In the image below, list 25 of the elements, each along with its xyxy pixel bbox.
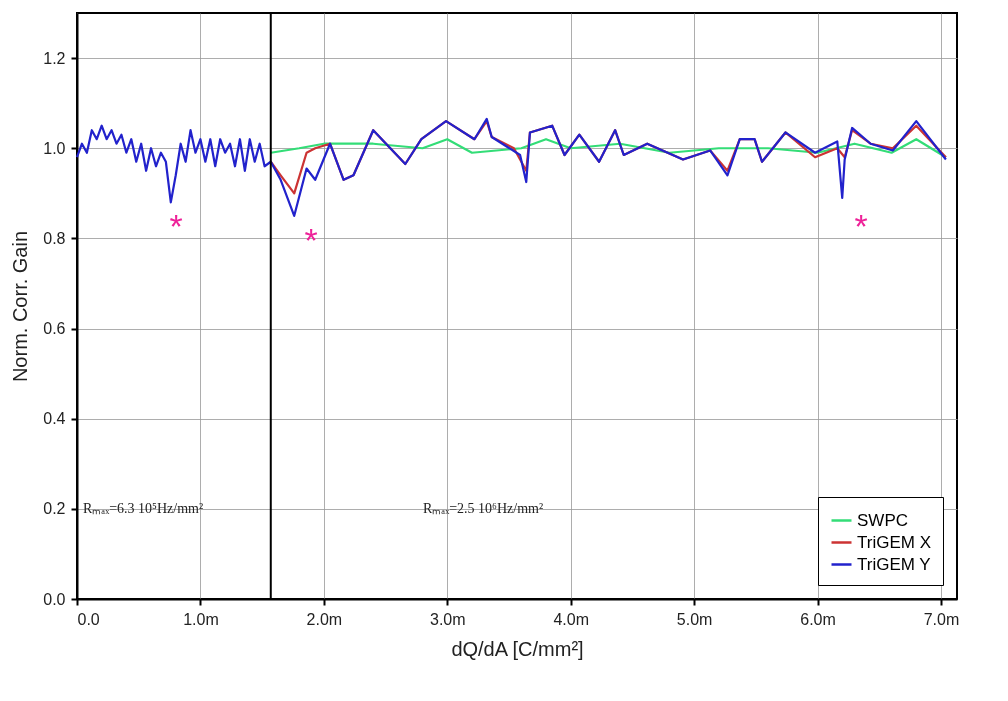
y-tick-label: 1.0 (43, 139, 66, 157)
annotation: * (854, 207, 868, 245)
annotation: Rₘₐₓ=2.5 10⁶Hz/mm² (423, 501, 544, 516)
x-axis-title: dQ/dA [C/mm²] (451, 637, 584, 660)
legend-label: TriGEM Y (857, 554, 931, 574)
x-tick-label: 6.0m (800, 610, 836, 628)
x-tick-label: 5.0m (676, 610, 713, 628)
x-tick-label: 4.0m (553, 610, 589, 628)
legend-label: TriGEM X (857, 532, 931, 552)
x-tick-label: 7.0m (923, 610, 960, 628)
x-tick-label: 1.0m (183, 610, 219, 628)
y-tick-label: 0.2 (43, 500, 66, 518)
y-tick-label: 0.0 (43, 590, 66, 608)
legend-label: SWPC (857, 510, 908, 530)
annotation: * (169, 207, 183, 245)
x-tick-label: 3.0m (429, 610, 466, 628)
y-tick-label: 1.2 (43, 49, 66, 67)
y-tick-label: 0.4 (43, 410, 66, 428)
annotation: * (304, 221, 318, 259)
y-axis-title: Norm. Corr. Gain (9, 230, 32, 383)
y-tick-label: 0.6 (43, 320, 66, 338)
x-tick-label: 0.0 (77, 610, 100, 628)
annotation: Rₘₐₓ=6.3 10⁵Hz/mm² (83, 501, 204, 516)
x-tick-label: 2.0m (306, 610, 343, 628)
y-tick-label: 0.8 (43, 229, 66, 247)
